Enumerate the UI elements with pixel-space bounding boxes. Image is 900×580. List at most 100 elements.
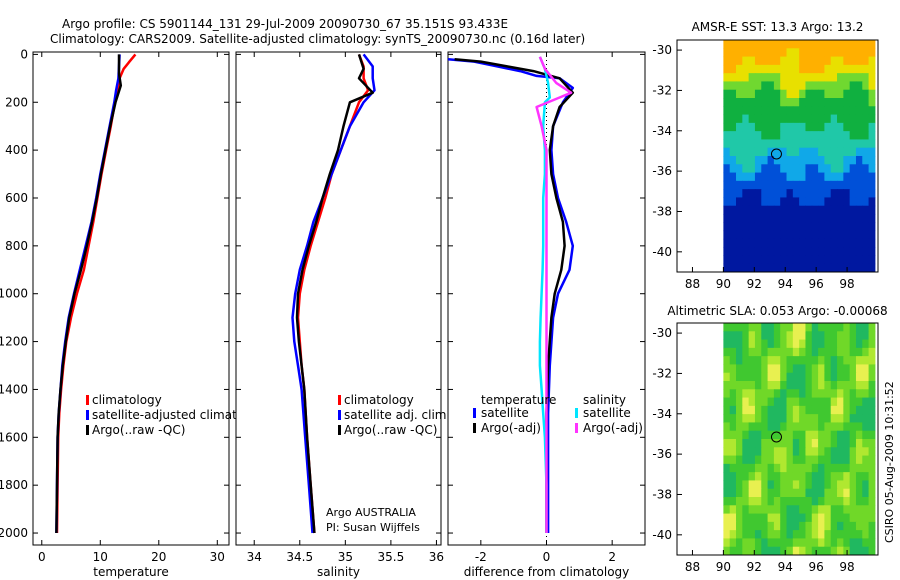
sst_map-cell (799, 189, 806, 198)
sla_map-cell (723, 463, 731, 473)
sla_map-cell (843, 447, 851, 457)
sla_map-ytick-label: -32 (652, 366, 672, 380)
sst_map-cell (742, 156, 750, 165)
sst_map-cell (855, 230, 863, 240)
sla_map-cell (799, 414, 806, 423)
sla_map-cell (786, 397, 794, 407)
sla_map-cell (754, 405, 762, 415)
sla_map-cell (862, 422, 870, 432)
sla_map-cell (767, 414, 775, 423)
sst_map-cell (862, 255, 870, 265)
sst_map-cell (773, 89, 781, 99)
sst_map-cell (754, 263, 762, 273)
sla_map-cell (786, 347, 794, 357)
sla_map-cell (830, 521, 838, 531)
sla_map-cell (767, 389, 775, 399)
sst_map-cell (748, 156, 756, 165)
sst_map-cell (761, 189, 769, 198)
sla_map-cell (818, 397, 825, 407)
sla_map-cell (824, 356, 832, 365)
sst_map-cell (723, 98, 731, 107)
sla_map-cell (837, 389, 844, 399)
sst_map-xtick-label: 90 (716, 277, 731, 291)
sla_map-cell (811, 347, 819, 357)
sst_map-cell (818, 122, 825, 132)
sst_map-cell (843, 81, 851, 91)
sla_map-cell (723, 339, 731, 349)
sst_map-cell (786, 48, 794, 58)
sla_map-cell (811, 546, 819, 556)
sst_map-cell (824, 247, 832, 256)
sst_map-cell (773, 48, 781, 58)
sst_map-cell (792, 106, 800, 116)
salinity-xtick-label: 36 (429, 550, 444, 564)
sla_map-cell (729, 513, 737, 523)
sla_map-cell (811, 480, 819, 490)
sst_map-cell (786, 222, 794, 232)
sst_map-cell (868, 156, 876, 165)
salinity-panel: 34 34.5 35 35.5 36 salinity climatologysatelli… (235, 51, 450, 579)
sla_map-cell (792, 455, 800, 465)
sla_map-cell (818, 347, 825, 357)
sst_map-cell (855, 164, 863, 174)
sla_map-cell (849, 339, 857, 349)
sst_map-cell (792, 147, 800, 157)
sla_map-cell (729, 430, 737, 440)
sla_map-cell (780, 538, 788, 548)
sla_map-cell (811, 381, 819, 390)
sst_map-cell (729, 189, 737, 198)
sst_map-cell (824, 73, 832, 82)
sla_map-cell (729, 414, 737, 423)
sst_map-cell (723, 230, 731, 240)
sst_map-cell (748, 147, 756, 157)
sst_map-cell (761, 263, 769, 273)
sla_map-cell (729, 530, 737, 539)
sla_map-cell (837, 430, 844, 440)
sla_map-cell (855, 488, 863, 498)
sla_map-cell (780, 439, 788, 448)
sst_map-cell (862, 106, 870, 116)
difference-legend-swatch (575, 408, 578, 418)
sst_map-cell (729, 247, 737, 256)
sla_map-cell (868, 439, 876, 448)
sst_map-cell (862, 48, 870, 58)
sst_map-argo-position-marker (770, 148, 782, 160)
temperature-legend-swatch (86, 425, 89, 435)
sla_map-cell (761, 372, 769, 382)
sla_map-cell (786, 405, 794, 415)
sst_map-cell (773, 156, 781, 165)
sla_map-cell (824, 521, 832, 531)
sla_map-cell (855, 331, 863, 341)
sst_map-cell (742, 180, 750, 190)
sst_map-cell (830, 255, 838, 265)
sla_map-cell (723, 530, 731, 539)
sla_map-cell (754, 372, 762, 382)
sst_map-cell (818, 222, 825, 232)
sla_map-cell (780, 455, 788, 465)
sla_map-cell (729, 381, 737, 390)
sst_map-cell (799, 81, 806, 91)
sst_map-cell (736, 255, 743, 265)
sst_map-cell (799, 197, 806, 207)
sla_map-cell (723, 455, 731, 465)
sla_map-cell (792, 381, 800, 390)
sla_map-cell (824, 430, 832, 440)
sla_map-cell (767, 447, 775, 457)
sst_map-cell (792, 64, 800, 74)
sla_map-cell (729, 447, 737, 457)
sst_map-cell (792, 214, 800, 223)
sst_map-cell (824, 139, 832, 149)
sst_map-cell (761, 122, 769, 132)
sst_map-cell (830, 214, 838, 223)
sla_map-cell (830, 497, 838, 506)
sla_map-cell (742, 463, 750, 473)
sla_map-cell (786, 414, 794, 423)
salinity-xtick-label: 34.5 (286, 550, 313, 564)
sst_map-cell (736, 197, 743, 207)
sla_map-cell (799, 480, 806, 490)
sst_map-cell (862, 114, 870, 124)
sla_map-cell (754, 455, 762, 465)
sla_map-cell (818, 414, 825, 423)
difference-legend-header-temperature: temperature (481, 393, 556, 407)
sst_map-cell (805, 139, 813, 149)
